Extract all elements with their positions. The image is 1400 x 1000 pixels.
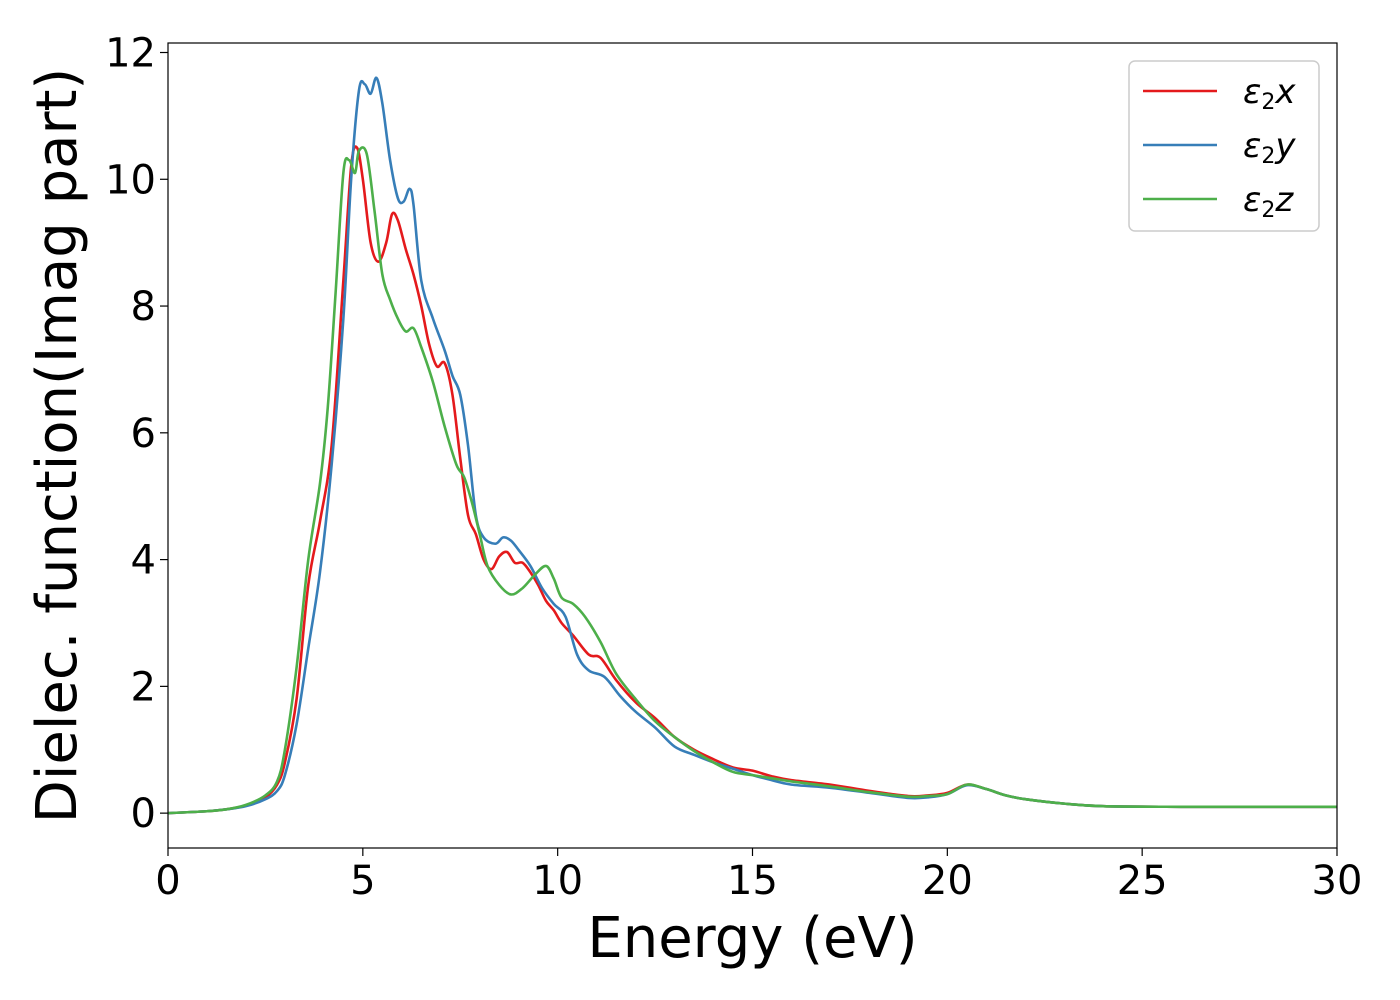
y-tick-label: 8 — [131, 284, 156, 330]
series-layer — [168, 76, 1337, 815]
x-axis-title: Energy (eV) — [587, 906, 917, 971]
y-tick-label: 4 — [131, 538, 156, 584]
x-tick-label: 20 — [922, 858, 973, 904]
x-tick-label: 5 — [350, 858, 375, 904]
y-tick-label: 0 — [131, 791, 156, 837]
ticks-layer: 0 5 10 15 20 25 30 0 2 4 6 8 10 12 — [105, 31, 1362, 904]
legend-label-y: ε2y — [1243, 126, 1296, 169]
legend: ε2x ε2y ε2z — [1128, 60, 1320, 232]
x-tick-label: 30 — [1312, 858, 1363, 904]
y-axis-title: Dielec. function(Imag part) — [25, 68, 90, 824]
legend-label-x: ε2x — [1243, 72, 1296, 115]
legend-label-z: ε2z — [1243, 180, 1294, 223]
y-tick-label: 10 — [105, 157, 156, 203]
series-line-z — [168, 146, 1337, 815]
y-tick-label: 2 — [131, 664, 156, 710]
y-tick-label: 6 — [131, 411, 156, 457]
y-tick-label: 12 — [105, 31, 156, 77]
legend-box — [1128, 60, 1320, 232]
x-tick-label: 15 — [727, 858, 778, 904]
x-tick-label: 0 — [155, 858, 180, 904]
series-line-x — [168, 145, 1337, 815]
x-tick-label: 10 — [532, 858, 583, 904]
x-tick-label: 25 — [1117, 858, 1168, 904]
